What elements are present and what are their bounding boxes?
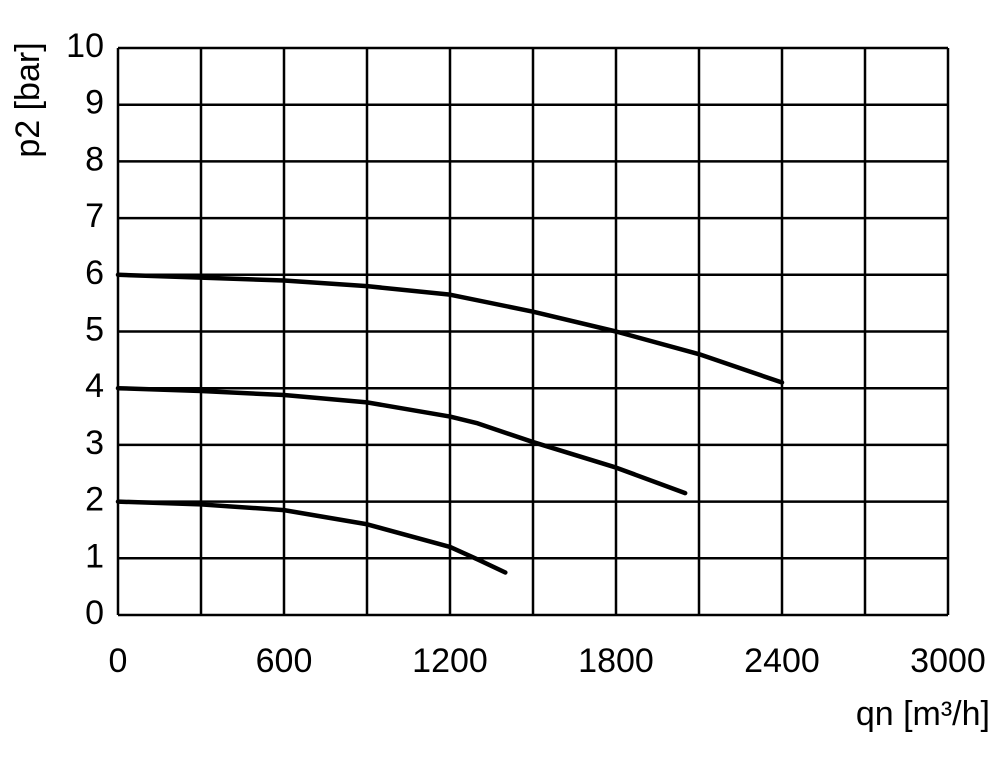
curve xyxy=(115,499,508,575)
y-tick-label: 8 xyxy=(85,140,104,178)
x-tick-label: 1800 xyxy=(578,642,654,680)
y-tick-label: 7 xyxy=(85,197,104,235)
x-axis-label: qn [m³/h] xyxy=(856,695,990,733)
x-tick-label: 1200 xyxy=(412,642,488,680)
x-tick-label: 2400 xyxy=(744,642,820,680)
y-tick-label: 0 xyxy=(85,594,104,632)
x-tick-label: 600 xyxy=(256,642,313,680)
x-tick-label: 3000 xyxy=(910,642,986,680)
y-tick-label: 9 xyxy=(85,84,104,122)
curve xyxy=(115,272,785,385)
y-tick-label: 6 xyxy=(85,254,104,292)
y-tick-label: 1 xyxy=(85,537,104,575)
y-tick-label: 4 xyxy=(85,367,104,405)
curve xyxy=(115,385,688,496)
y-tick-label: 3 xyxy=(85,424,104,462)
y-tick-label: 2 xyxy=(85,481,104,519)
x-tick-label: 0 xyxy=(109,642,128,680)
y-axis-label: p2 [bar] xyxy=(9,42,47,157)
y-tick-label: 5 xyxy=(85,310,104,348)
y-tick-label: 10 xyxy=(66,27,104,65)
